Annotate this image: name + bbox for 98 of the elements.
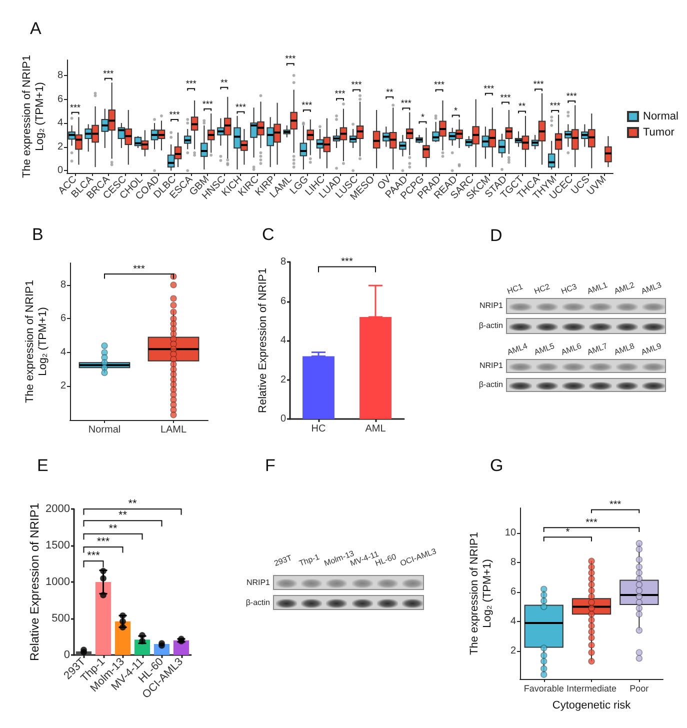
annotation: *** [484,83,495,94]
annotation: *** [133,264,145,275]
annotation: * [454,105,458,116]
y-tick-label: 2 [57,141,64,152]
annotation: *** [434,80,446,90]
chart-title: A [30,19,42,38]
annotation: ** [518,101,526,112]
legend-label: Normal [643,110,678,122]
y-tick-label: 4 [510,616,516,628]
annotation: *** [351,80,362,90]
category-label: β-actin [478,380,503,389]
category-label: AML8 [612,341,636,357]
category-label: NRIP1 [479,301,503,310]
category-label: AML3 [639,280,662,296]
y-axis-title: The expression of NRIP1 Log₂ (TPM+1) [21,55,46,178]
y-tick-label: 2 [60,380,66,392]
annotation: *** [96,536,110,548]
y-tick-label: 6 [510,586,516,598]
x-tick-label: AML [365,424,386,434]
annotation: ** [128,498,138,510]
category-label: NRIP1 [479,361,503,370]
category-label: AML1 [586,280,609,296]
text: F [265,456,276,475]
annotation: *** [202,98,214,109]
category-label: AML7 [586,341,609,357]
x-tick-label: HC [311,424,326,434]
y-tick-label: 6 [57,94,64,105]
y-tick-label: 1000 [46,576,70,588]
annotation: *** [87,550,101,562]
annotation: *** [186,78,197,89]
y-tick-label: 1500 [46,540,70,552]
y-tick-label: 2 [280,374,286,386]
chart-title: B [32,225,44,244]
category-label: Thp-1 [298,552,321,568]
y-tick-label: 4 [57,118,64,129]
category-label: NRIP1 [246,578,270,586]
category-label: AML4 [506,341,529,357]
text: D [490,226,502,245]
annotation: *** [302,100,313,110]
annotation: ** [220,77,228,88]
x-tick-label: Poor [630,684,649,694]
annotation: ** [108,522,118,535]
annotation: ** [386,86,394,97]
chart-title: E [37,456,48,475]
category-label: β-actin [478,321,503,330]
x-axis-title: Cytogenetic risk [552,700,632,712]
annotation: *** [609,500,622,511]
y-axis-title: Relative Expression of NRIP1 [28,502,42,662]
annotation: *** [341,256,353,268]
y-tick-label: 2000 [46,503,70,515]
y-tick-label: 8 [60,279,66,290]
annotation: *** [169,109,180,120]
annotation: *** [566,91,578,102]
category-label: 293T [272,553,294,568]
y-axis-title: Relative Expression of NRIP1 [257,268,270,413]
category-label: HC1 [506,282,524,296]
y-tick-label: 4 [280,335,286,346]
y-tick-label: 2 [510,645,516,656]
y-tick-label: 10 [504,528,516,539]
annotation: *** [103,68,114,78]
annotation: *** [235,102,246,112]
y-tick-label: 0 [280,414,286,424]
annotation: *** [533,79,544,90]
annotation: ** [118,510,128,522]
annotation: * [566,527,570,538]
annotation: *** [500,92,512,102]
category-label: HC3 [559,282,578,296]
y-tick-label: 500 [52,612,70,624]
legend-label: Tumor [643,126,675,138]
category-label: AML5 [532,341,556,357]
annotation: *** [400,98,412,108]
y-tick-label: 6 [280,296,286,307]
chart-title: G [490,456,504,475]
chart-title: C [262,225,274,244]
y-tick-label: 8 [510,557,516,568]
y-axis-title: The expression of NRIP1 Log₂ (TPM+1) [468,532,494,655]
y-tick-label: 8 [280,256,286,268]
annotation: *** [550,100,561,111]
annotation: *** [586,518,598,529]
annotation: * [420,112,425,122]
y-tick-label: 0 [57,165,64,176]
annotation: *** [334,88,346,99]
y-tick-label: 4 [60,346,66,358]
x-tick-label: Intermediate [566,684,617,694]
category-label: β-actin [246,598,270,606]
x-tick-label: Normal [88,424,121,436]
x-tick-label: Favorable [524,684,564,694]
x-tick-label: LAML [160,424,187,436]
y-axis-title: The expression of NRIP1 Log₂ (TPM+1) [24,280,50,403]
y-tick-label: 6 [60,313,66,324]
annotation: *** [285,54,296,64]
category-label: AML6 [559,341,582,357]
category-label: AML9 [639,341,662,357]
category-label: AML2 [612,280,636,296]
y-tick-label: 8 [57,70,64,81]
y-tick-label: 0 [64,649,70,661]
annotation: *** [70,102,82,112]
category-label: HC2 [532,282,551,296]
